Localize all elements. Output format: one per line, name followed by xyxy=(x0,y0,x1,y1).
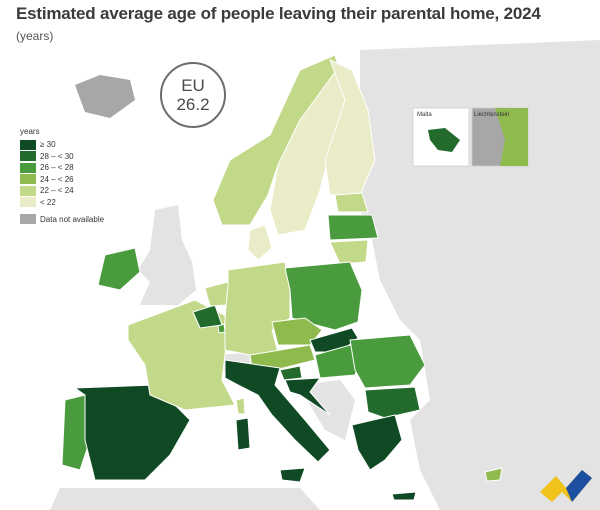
legend-label: 22 – < 24 xyxy=(40,186,74,195)
legend-swatch xyxy=(20,151,36,161)
malta-shape xyxy=(428,128,460,152)
country-bulgaria xyxy=(364,386,421,419)
country-france-corsica xyxy=(235,397,246,415)
legend-swatch xyxy=(20,139,36,150)
country-poland xyxy=(284,261,363,331)
chart-title: Estimated average age of people leaving … xyxy=(16,4,541,23)
country-ireland xyxy=(97,247,141,291)
legend: years ≥ 30 28 – < 30 26 – < 28 24 – < 26 22 … xyxy=(20,127,104,225)
legend-swatch-na xyxy=(20,214,36,224)
eastern-europe-land xyxy=(350,40,600,510)
legend-item: 24 – < 26 xyxy=(20,174,104,185)
legend-swatch xyxy=(20,162,36,173)
country-italy xyxy=(224,359,331,463)
country-portugal xyxy=(61,394,91,471)
legend-item: 26 – < 28 xyxy=(20,162,104,173)
legend-title: years xyxy=(20,127,40,136)
liechtenstein-shape xyxy=(495,108,528,166)
legend-item: 22 – < 24 xyxy=(20,185,104,196)
legend-item-na: Data not available xyxy=(20,214,104,225)
country-lithuania xyxy=(329,239,369,265)
legend-swatch xyxy=(20,174,36,184)
legend-label-na: Data not available xyxy=(40,214,105,224)
publisher-logo-blue xyxy=(566,470,592,502)
country-denmark xyxy=(247,224,273,261)
country-latvia xyxy=(327,214,379,241)
liechtenstein-label: Liechtenstein xyxy=(474,112,510,118)
country-netherlands xyxy=(204,281,229,307)
country-france xyxy=(127,299,236,411)
country-slovenia xyxy=(279,365,303,381)
legend-item: < 22 xyxy=(20,197,104,208)
country-italy-sardinia xyxy=(235,417,251,451)
malta-label: Malta xyxy=(417,112,432,118)
uk-land xyxy=(138,205,196,305)
country-czechia xyxy=(271,317,323,346)
country-luxembourg xyxy=(217,323,226,334)
country-estonia xyxy=(334,192,369,213)
eu-label: EU xyxy=(181,76,205,95)
chart-subtitle: (years) xyxy=(16,29,54,43)
north-africa-land xyxy=(50,488,320,510)
legend-swatch xyxy=(20,197,36,207)
legend-label: 26 – < 28 xyxy=(40,163,74,172)
country-greece-crete xyxy=(391,491,417,501)
balkans-non-eu xyxy=(300,380,355,440)
country-romania xyxy=(349,334,426,389)
legend-label: 28 – < 30 xyxy=(40,151,74,161)
eu-value: 26.2 xyxy=(176,95,210,114)
country-greece xyxy=(351,414,403,471)
legend-swatch xyxy=(20,185,36,196)
legend-item: ≥ 30 xyxy=(20,139,104,150)
country-italy-sicily xyxy=(279,467,306,483)
iceland-land xyxy=(75,75,135,118)
turkey-land xyxy=(420,405,600,470)
country-cyprus xyxy=(484,467,503,482)
eu-average-badge: EU 26.2 xyxy=(160,62,226,128)
legend-label: ≥ 30 xyxy=(40,140,56,149)
legend-label: 24 – < 26 xyxy=(40,174,74,184)
legend-label: < 22 xyxy=(40,197,56,207)
country-croatia xyxy=(284,377,331,416)
country-norway xyxy=(212,54,341,226)
legend-item: 28 – < 30 xyxy=(20,151,104,162)
